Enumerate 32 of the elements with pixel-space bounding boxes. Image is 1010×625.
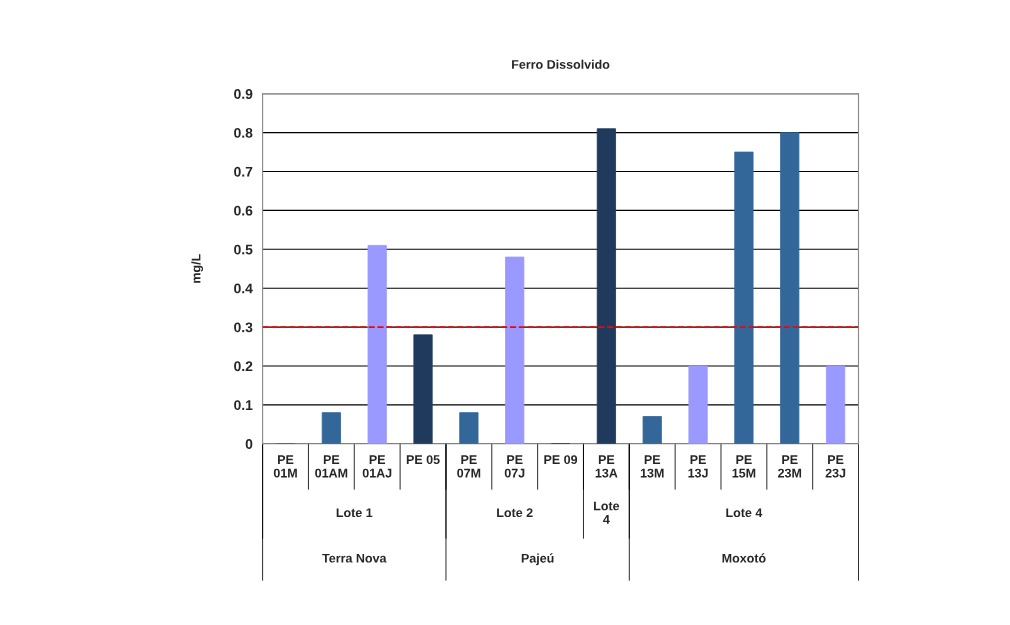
y-tick-label: 0.5 [234,244,253,255]
text: Lote 4 [594,501,620,524]
text: Lote 2 [497,508,533,518]
text: Pajeú [521,553,554,566]
x-tick-label: PE 07M [457,455,481,478]
text: Lote 4 [726,508,763,518]
text: Lote 1 [336,508,373,518]
x-tick-label: PE 01M [273,455,297,478]
x-tick-label: PE 13A [595,455,618,478]
x-tick-label: PE 07J [504,455,525,478]
x-tick-label: PE 13J [688,455,708,478]
x-tick-label: PE 23J [825,455,846,478]
text: Moxotó [722,553,766,563]
y-tick-label: 0.7 [234,166,253,177]
x-tick-label: PE 23M [778,455,802,478]
y-tick-label: 0.3 [234,322,253,333]
x-tick-label: PE 01AM [315,455,348,478]
chart-title: Ferro Dissolvido [512,59,610,69]
y-tick-label: 0.2 [234,361,253,372]
y-axis-title: mg/L [191,254,204,283]
x-tick-label: PE 05 [406,455,440,465]
text: Terra Nova [322,553,387,563]
x-tick-label: PE 13M [640,455,664,478]
y-tick-label: 0.8 [234,127,253,138]
y-tick-label: 0.6 [234,205,253,216]
y-tick-label: 0.1 [234,400,253,411]
x-tick-label: PE 15M [732,455,756,478]
x-tick-label: PE 01AJ [362,455,392,478]
y-tick-label: 0.9 [234,89,253,99]
y-tick-label: 0 [245,439,253,449]
y-tick-label: 0.4 [234,283,253,294]
x-tick-label: PE 09 [544,455,578,465]
